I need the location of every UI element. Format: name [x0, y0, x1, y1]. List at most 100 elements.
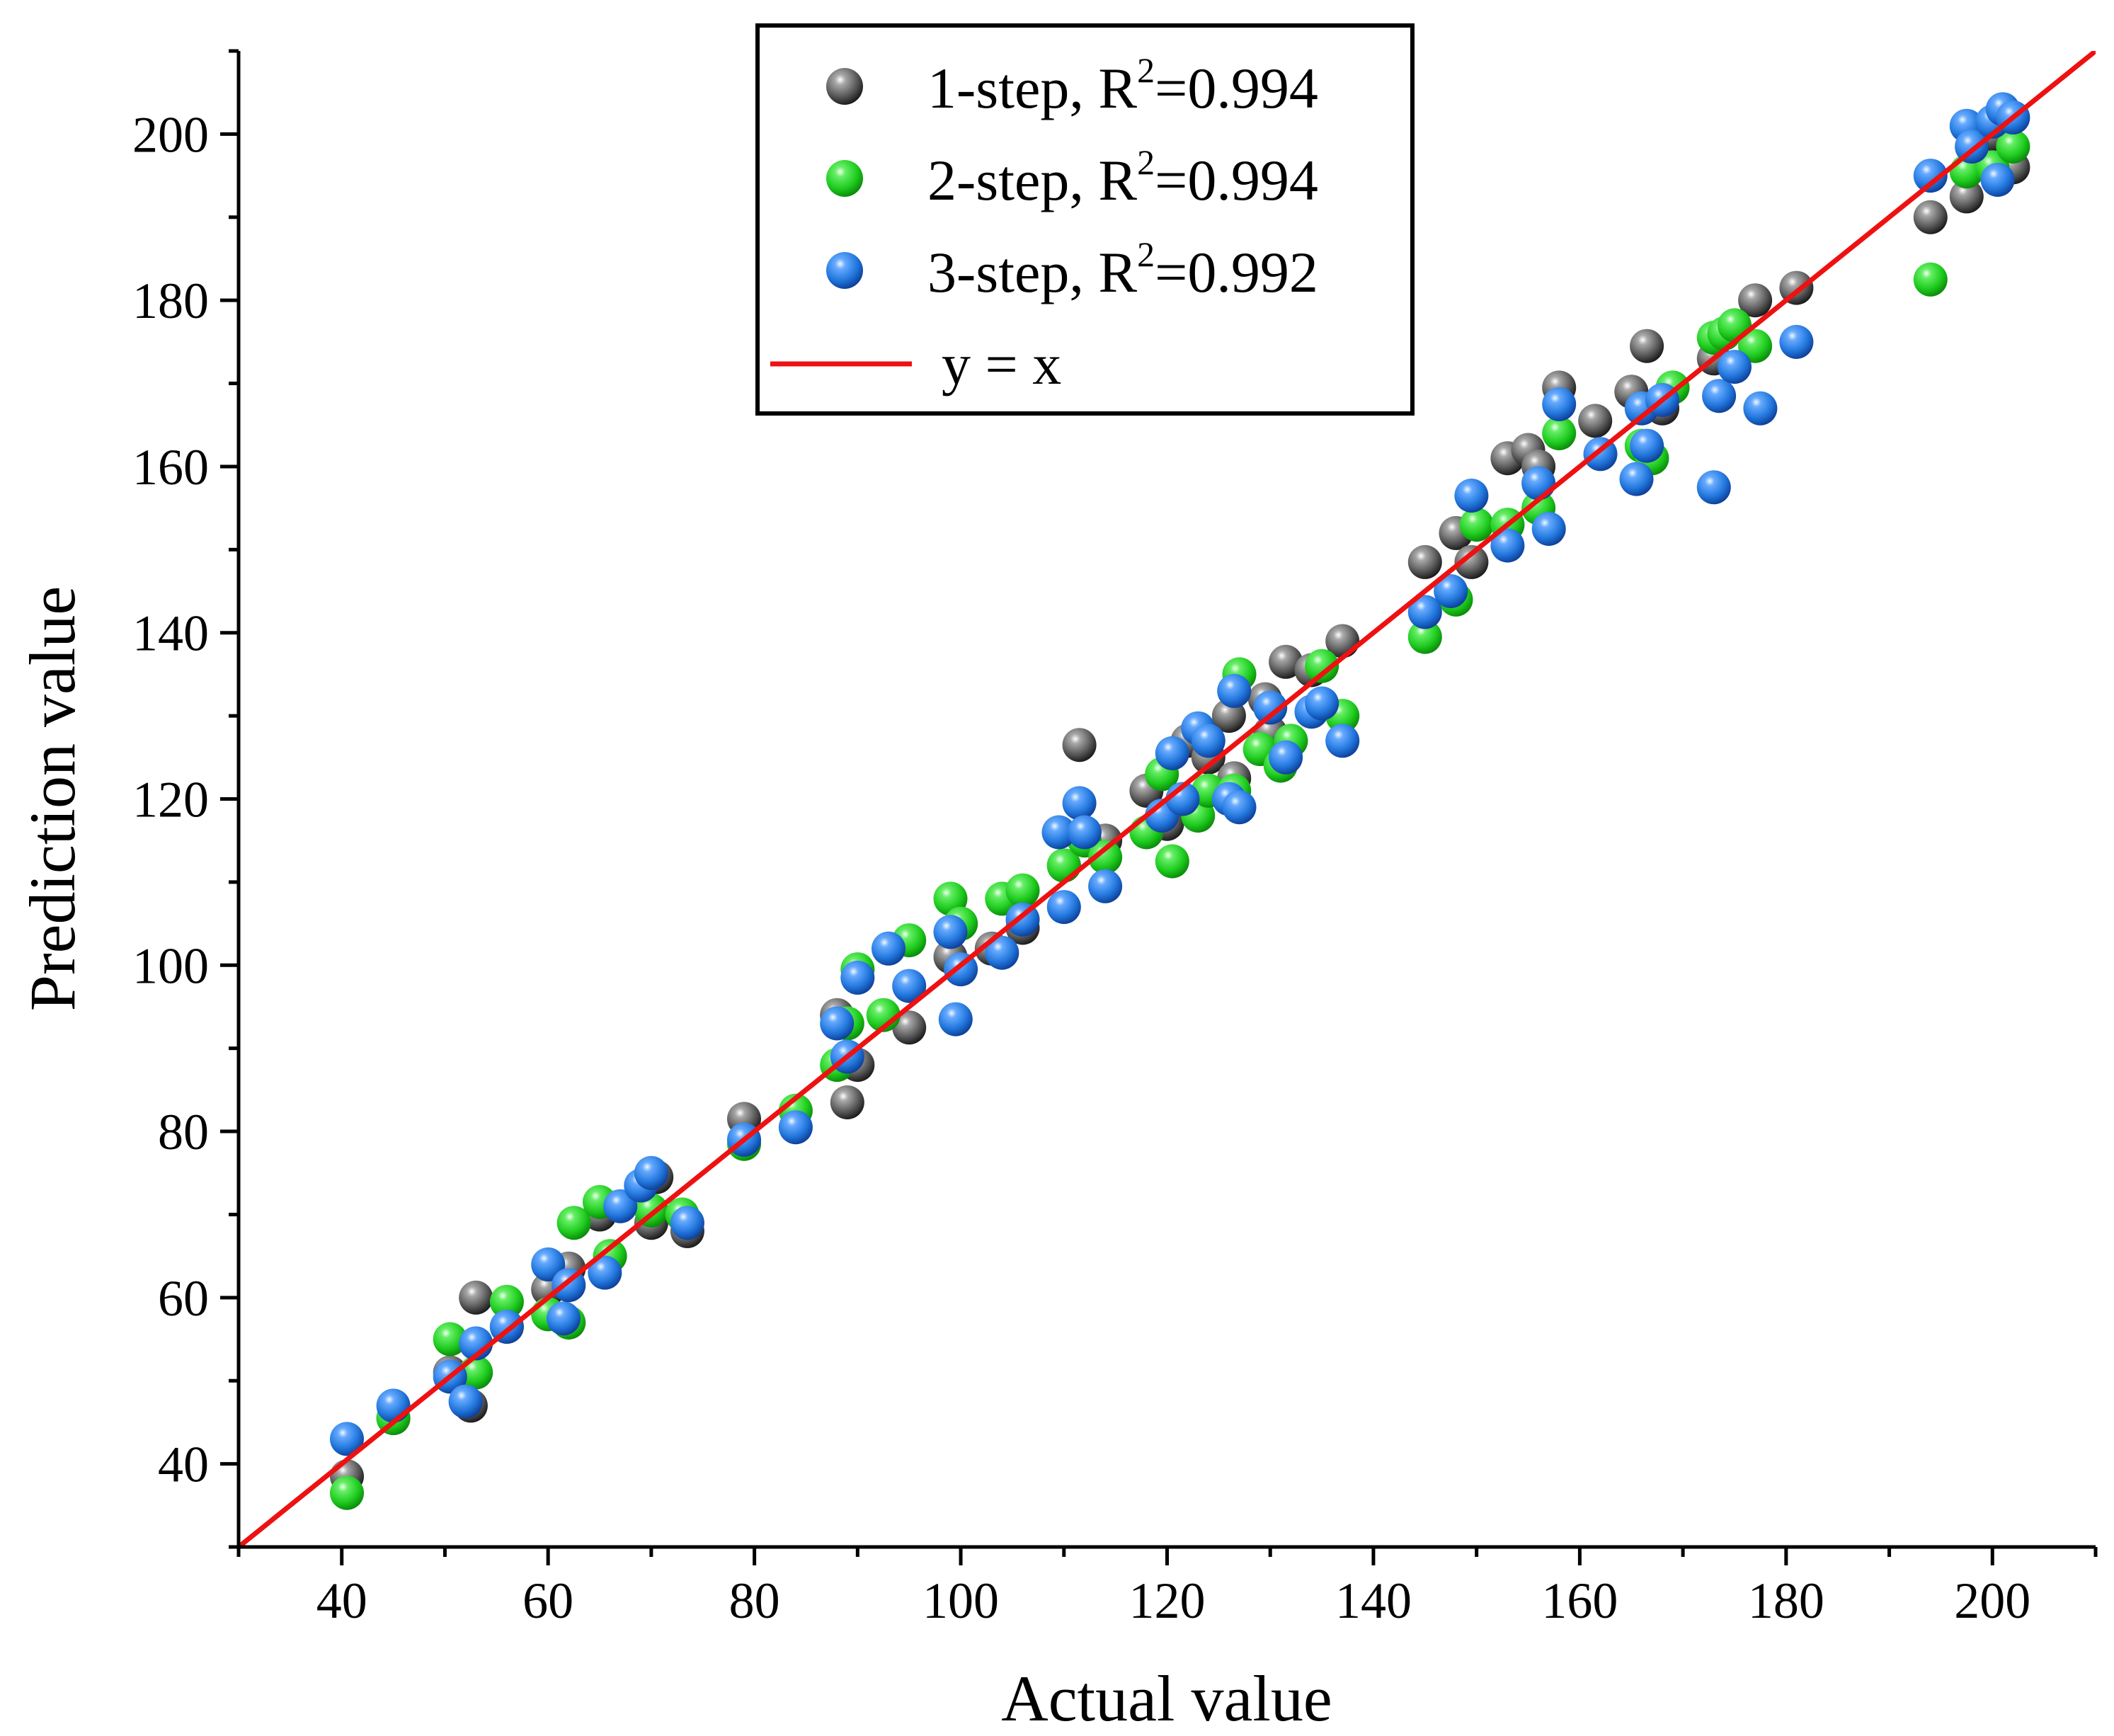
point-1-step-44: [1630, 329, 1664, 363]
x-tick-label-40: 40: [316, 1572, 367, 1629]
identity-line-layer: [239, 51, 2096, 1547]
point-3-step-24: [985, 935, 1019, 970]
y-tick-label-140: 140: [132, 605, 209, 662]
point-3-step-49: [1531, 512, 1566, 546]
point-3-step-16: [820, 1006, 855, 1041]
point-2-step-40: [1459, 508, 1494, 542]
point-3-step-58: [1718, 350, 1752, 384]
x-tick-label-140: 140: [1335, 1572, 1412, 1629]
point-3-step-19: [872, 931, 905, 966]
identity-line: [239, 51, 2096, 1547]
legend-marker-1-step: [826, 68, 863, 105]
data-points-layer: [330, 92, 2030, 1510]
legend-1-step-suffix: =0.994: [1155, 56, 1318, 120]
y-tick-label-60: 60: [158, 1270, 209, 1327]
legend-3-step-prefix: 3-step, R: [927, 240, 1137, 304]
series-3-step: [330, 92, 2030, 1456]
point-1-step-3: [459, 1280, 493, 1315]
point-2-step-22: [1005, 873, 1040, 908]
point-3-step-1: [376, 1388, 411, 1423]
point-1-step-22: [1062, 728, 1097, 763]
point-2-step-0: [330, 1475, 364, 1510]
point-3-step-54: [1630, 428, 1664, 463]
y-tick-label-180: 180: [132, 273, 209, 329]
point-3-step-39: [1253, 690, 1288, 725]
point-3-step-43: [1325, 724, 1360, 758]
legend-entry-identity-line: y = x: [942, 332, 1061, 396]
point-3-step-47: [1490, 528, 1525, 563]
point-3-step-50: [1542, 387, 1577, 421]
point-3-step-21: [938, 1002, 973, 1037]
legend-entry-3-step: 3-step, R2=0.992: [927, 234, 1318, 304]
point-3-step-18: [840, 960, 875, 995]
point-3-step-32: [1155, 736, 1189, 770]
point-1-step-16: [892, 1010, 927, 1045]
y-tick-label-100: 100: [132, 937, 209, 994]
point-3-step-65: [1980, 163, 2015, 197]
point-3-step-59: [1743, 391, 1778, 426]
point-2-step-51: [1913, 262, 1948, 297]
point-3-step-30: [1088, 869, 1123, 903]
point-3-step-61: [1913, 159, 1948, 193]
legend-3-step-suffix: =0.992: [1155, 240, 1318, 304]
point-3-step-37: [1217, 673, 1252, 708]
legend-entry-1-step: 1-step, R2=0.994: [927, 50, 1318, 120]
point-1-step-35: [1407, 544, 1442, 579]
point-1-step-37: [1454, 544, 1489, 579]
x-tick-label-200: 200: [1954, 1572, 2030, 1629]
point-3-step-48: [1521, 466, 1556, 501]
point-2-step-7: [556, 1206, 591, 1240]
x-axis-title: Actual value: [1001, 1662, 1332, 1735]
point-3-step-56: [1696, 470, 1731, 505]
point-1-step-47: [1738, 283, 1773, 318]
y-tick-label-80: 80: [158, 1104, 209, 1160]
point-3-step-13: [670, 1206, 704, 1240]
x-tick-label-80: 80: [729, 1572, 780, 1629]
y-tick-label-160: 160: [132, 439, 209, 496]
point-1-step-50: [1949, 179, 1984, 214]
y-tick-label-40: 40: [158, 1437, 209, 1493]
x-tick-label-160: 160: [1541, 1572, 1618, 1629]
y-tick-label-200: 200: [132, 106, 209, 163]
x-tick-label-100: 100: [922, 1572, 999, 1629]
point-2-step-50: [1738, 329, 1773, 363]
legend-3-step-sup: 2: [1137, 234, 1155, 274]
legend-markers: [826, 68, 863, 289]
point-3-step-22: [933, 915, 968, 949]
y-tick-label-120: 120: [132, 772, 209, 828]
point-3-step-45: [1434, 574, 1468, 608]
point-3-step-7: [547, 1301, 581, 1336]
point-3-step-38: [1222, 790, 1257, 825]
point-3-step-10: [603, 1189, 638, 1223]
legend-2-step-suffix: =0.994: [1155, 148, 1318, 212]
point-2-step-4: [489, 1284, 524, 1319]
point-3-step-26: [1041, 815, 1076, 850]
point-3-step-28: [1062, 786, 1097, 821]
point-3-step-46: [1454, 479, 1489, 513]
point-3-step-3: [448, 1384, 483, 1419]
point-2-step-28: [1155, 844, 1189, 879]
point-3-step-60: [1779, 324, 1814, 359]
legend: 1-step, R2=0.994 2-step, R2=0.994 3-step…: [755, 23, 1415, 416]
point-1-step-32: [1269, 644, 1303, 679]
point-3-step-35: [1191, 724, 1225, 758]
legend-1-step-prefix: 1-step, R: [927, 56, 1137, 120]
legend-2-step-prefix: 2-step, R: [927, 148, 1137, 212]
axes: [220, 49, 2098, 1565]
point-3-step-42: [1305, 686, 1339, 721]
point-3-step-6: [531, 1247, 566, 1281]
point-2-step-43: [1542, 416, 1577, 450]
legend-frame: [755, 23, 1415, 416]
point-2-step-54: [1996, 130, 2030, 164]
legend-1-step-sup: 2: [1137, 50, 1155, 90]
point-3-step-20: [892, 969, 927, 1003]
point-3-step-52: [1619, 462, 1654, 496]
point-3-step-27: [1046, 890, 1081, 925]
point-3-step-44: [1407, 595, 1442, 629]
legend-marker-3-step: [826, 252, 863, 289]
x-tick-label-120: 120: [1129, 1572, 1206, 1629]
tick-labels: 40 60 80 100 120 140 160 180 200 40 60 80 100 120 140 1…: [132, 106, 2030, 1629]
point-2-step-25: [1088, 840, 1123, 874]
point-3-step-12: [634, 1155, 668, 1190]
